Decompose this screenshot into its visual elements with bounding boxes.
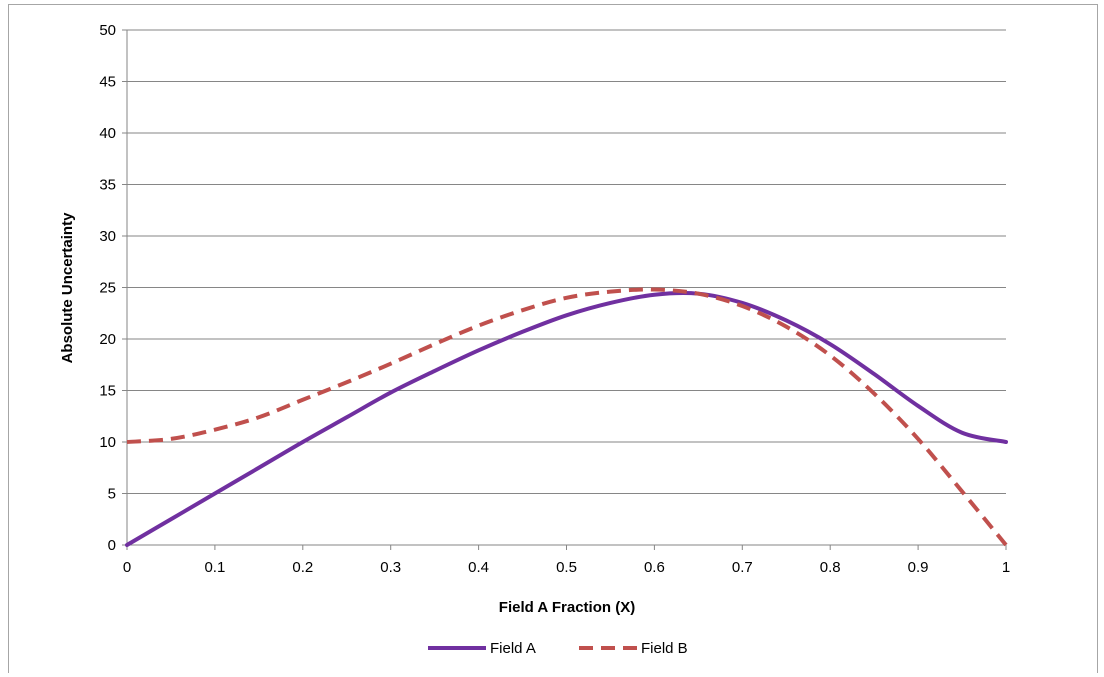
y-tick-label: 15 bbox=[99, 383, 116, 400]
series-lines bbox=[125, 287, 1008, 547]
x-tick-label: 0.3 bbox=[380, 559, 401, 576]
legend-label-field-a: Field A bbox=[490, 640, 536, 657]
legend: Field A Field B bbox=[428, 640, 688, 657]
series-line-field-a bbox=[125, 290, 1008, 547]
x-tick-label: 0 bbox=[123, 559, 131, 576]
gridlines bbox=[127, 29, 1006, 494]
x-tick-label: 0.1 bbox=[204, 559, 225, 576]
x-tick-label: 0.6 bbox=[644, 559, 665, 576]
y-tick-label: 30 bbox=[99, 228, 116, 245]
y-tick-label: 5 bbox=[108, 486, 116, 503]
y-tick-label: 0 bbox=[108, 537, 116, 554]
axes bbox=[122, 29, 1007, 550]
y-tick-label: 45 bbox=[99, 74, 116, 91]
y-tick-label: 20 bbox=[99, 331, 116, 348]
y-tick-labels: 0 5 10 15 20 25 30 35 40 45 50 bbox=[99, 22, 116, 554]
x-tick-label: 0.4 bbox=[468, 559, 489, 576]
x-tick-label: 1 bbox=[1002, 559, 1010, 576]
y-tick-label: 25 bbox=[99, 280, 116, 297]
legend-label-field-b: Field B bbox=[641, 640, 688, 657]
y-tick-label: 50 bbox=[99, 22, 116, 39]
y-axis-title: Absolute Uncertainty bbox=[59, 212, 76, 364]
x-tick-label: 0.7 bbox=[732, 559, 753, 576]
y-tick-label: 35 bbox=[99, 177, 116, 194]
x-tick-label: 0.5 bbox=[556, 559, 577, 576]
x-tick-label: 0.9 bbox=[908, 559, 929, 576]
x-tick-label: 0.2 bbox=[292, 559, 313, 576]
x-axis-title: Field A Fraction (X) bbox=[499, 599, 635, 616]
y-tick-label: 10 bbox=[99, 434, 116, 451]
series-line-field-b bbox=[126, 287, 1008, 547]
y-tick-label: 40 bbox=[99, 125, 116, 142]
x-tick-label: 0.8 bbox=[820, 559, 841, 576]
x-tick-labels: 0 0.1 0.2 0.3 0.4 0.5 0.6 0.7 0.8 0.9 1 bbox=[123, 559, 1010, 576]
